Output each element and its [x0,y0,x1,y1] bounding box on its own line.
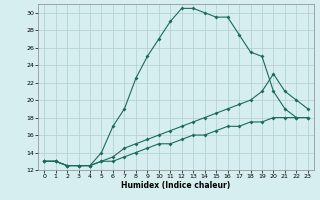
X-axis label: Humidex (Indice chaleur): Humidex (Indice chaleur) [121,181,231,190]
